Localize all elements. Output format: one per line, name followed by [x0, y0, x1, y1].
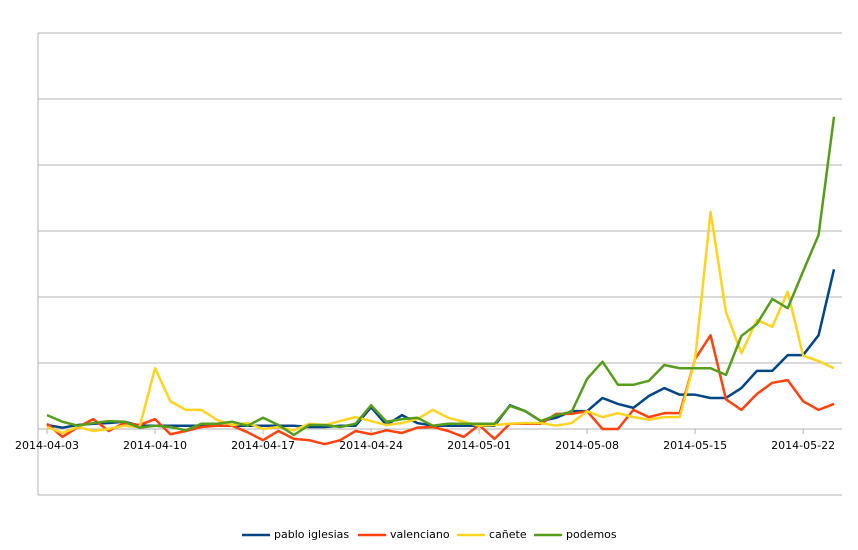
x-tick-label: 2014-04-17	[231, 439, 295, 452]
x-tick-label: 2014-04-10	[123, 439, 187, 452]
legend-label: podemos	[566, 528, 617, 541]
x-tick-label: 2014-05-15	[663, 439, 727, 452]
series-line	[46, 210, 835, 435]
legend-label: valenciano	[390, 528, 450, 541]
x-tick-label: 2014-05-01	[447, 439, 511, 452]
x-tick-label: 2014-04-03	[15, 439, 79, 452]
x-tick-label: 2014-05-22	[771, 439, 835, 452]
series-line	[46, 334, 835, 446]
legend-label: pablo iglesias	[274, 528, 349, 541]
series-line	[46, 116, 836, 437]
x-tick-label: 2014-04-24	[339, 439, 403, 452]
x-tick-label: 2014-05-08	[555, 439, 619, 452]
series-line	[46, 268, 836, 429]
legend-label: cañete	[489, 528, 527, 541]
